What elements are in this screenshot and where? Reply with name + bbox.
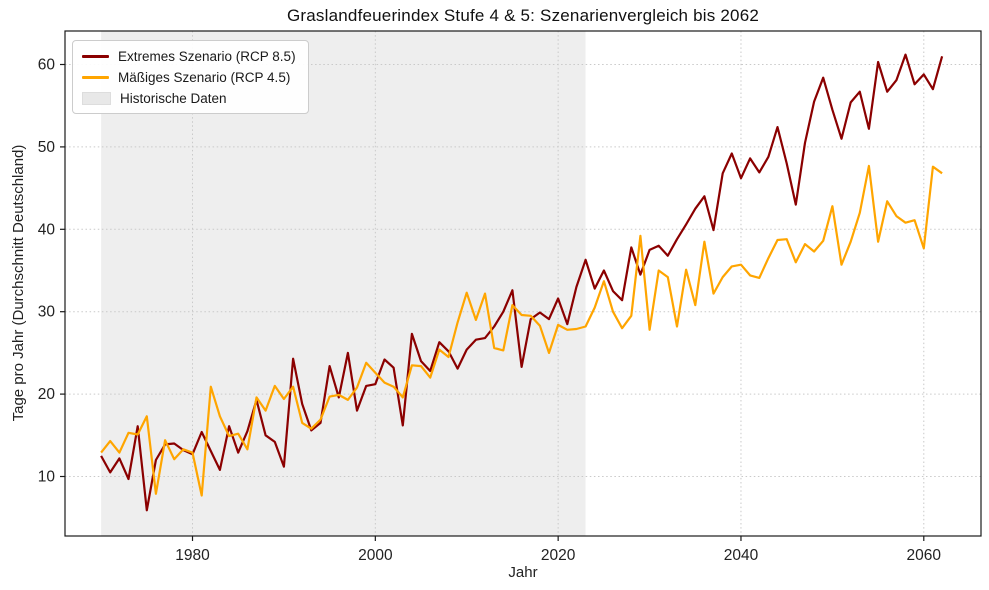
y-tick-label-30: 30: [38, 304, 56, 321]
axes-spines: [64, 30, 982, 537]
legend-patch-swatch: [82, 91, 111, 105]
y-tick-label-10: 10: [38, 469, 56, 486]
legend-item-2: Historische Daten: [82, 90, 296, 106]
legend-label: Extremes Szenario (RCP 8.5): [118, 48, 296, 64]
x-tick-label-2040: 2040: [724, 547, 759, 564]
legend-line-swatch: [82, 75, 109, 79]
chart-title: Graslandfeuerindex Stufe 4 & 5: Szenarie…: [286, 6, 760, 25]
legend-label: Mäßiges Szenario (RCP 4.5): [118, 69, 291, 85]
x-tick-label-2020: 2020: [541, 547, 576, 564]
x-tick-label-2060: 2060: [907, 547, 942, 564]
y-tick-label-60: 60: [38, 57, 56, 74]
series-line-1: [100, 164, 943, 497]
legend-label: Historische Daten: [120, 90, 227, 106]
legend: Extremes Szenario (RCP 8.5) Mäßiges Szena…: [72, 40, 309, 114]
y-tick-label-40: 40: [38, 221, 56, 238]
y-tick-label-50: 50: [38, 139, 56, 156]
legend-item-0: Extremes Szenario (RCP 8.5): [82, 48, 296, 64]
legend-line-swatch: [82, 54, 109, 58]
series-line-0: [100, 53, 944, 512]
x-tick-label-1980: 1980: [175, 547, 210, 564]
x-axis-label: Jahr: [508, 564, 538, 581]
x-tick-label-2000: 2000: [358, 547, 393, 564]
legend-item-1: Mäßiges Szenario (RCP 4.5): [82, 69, 296, 85]
y-tick-label-20: 20: [38, 386, 56, 403]
